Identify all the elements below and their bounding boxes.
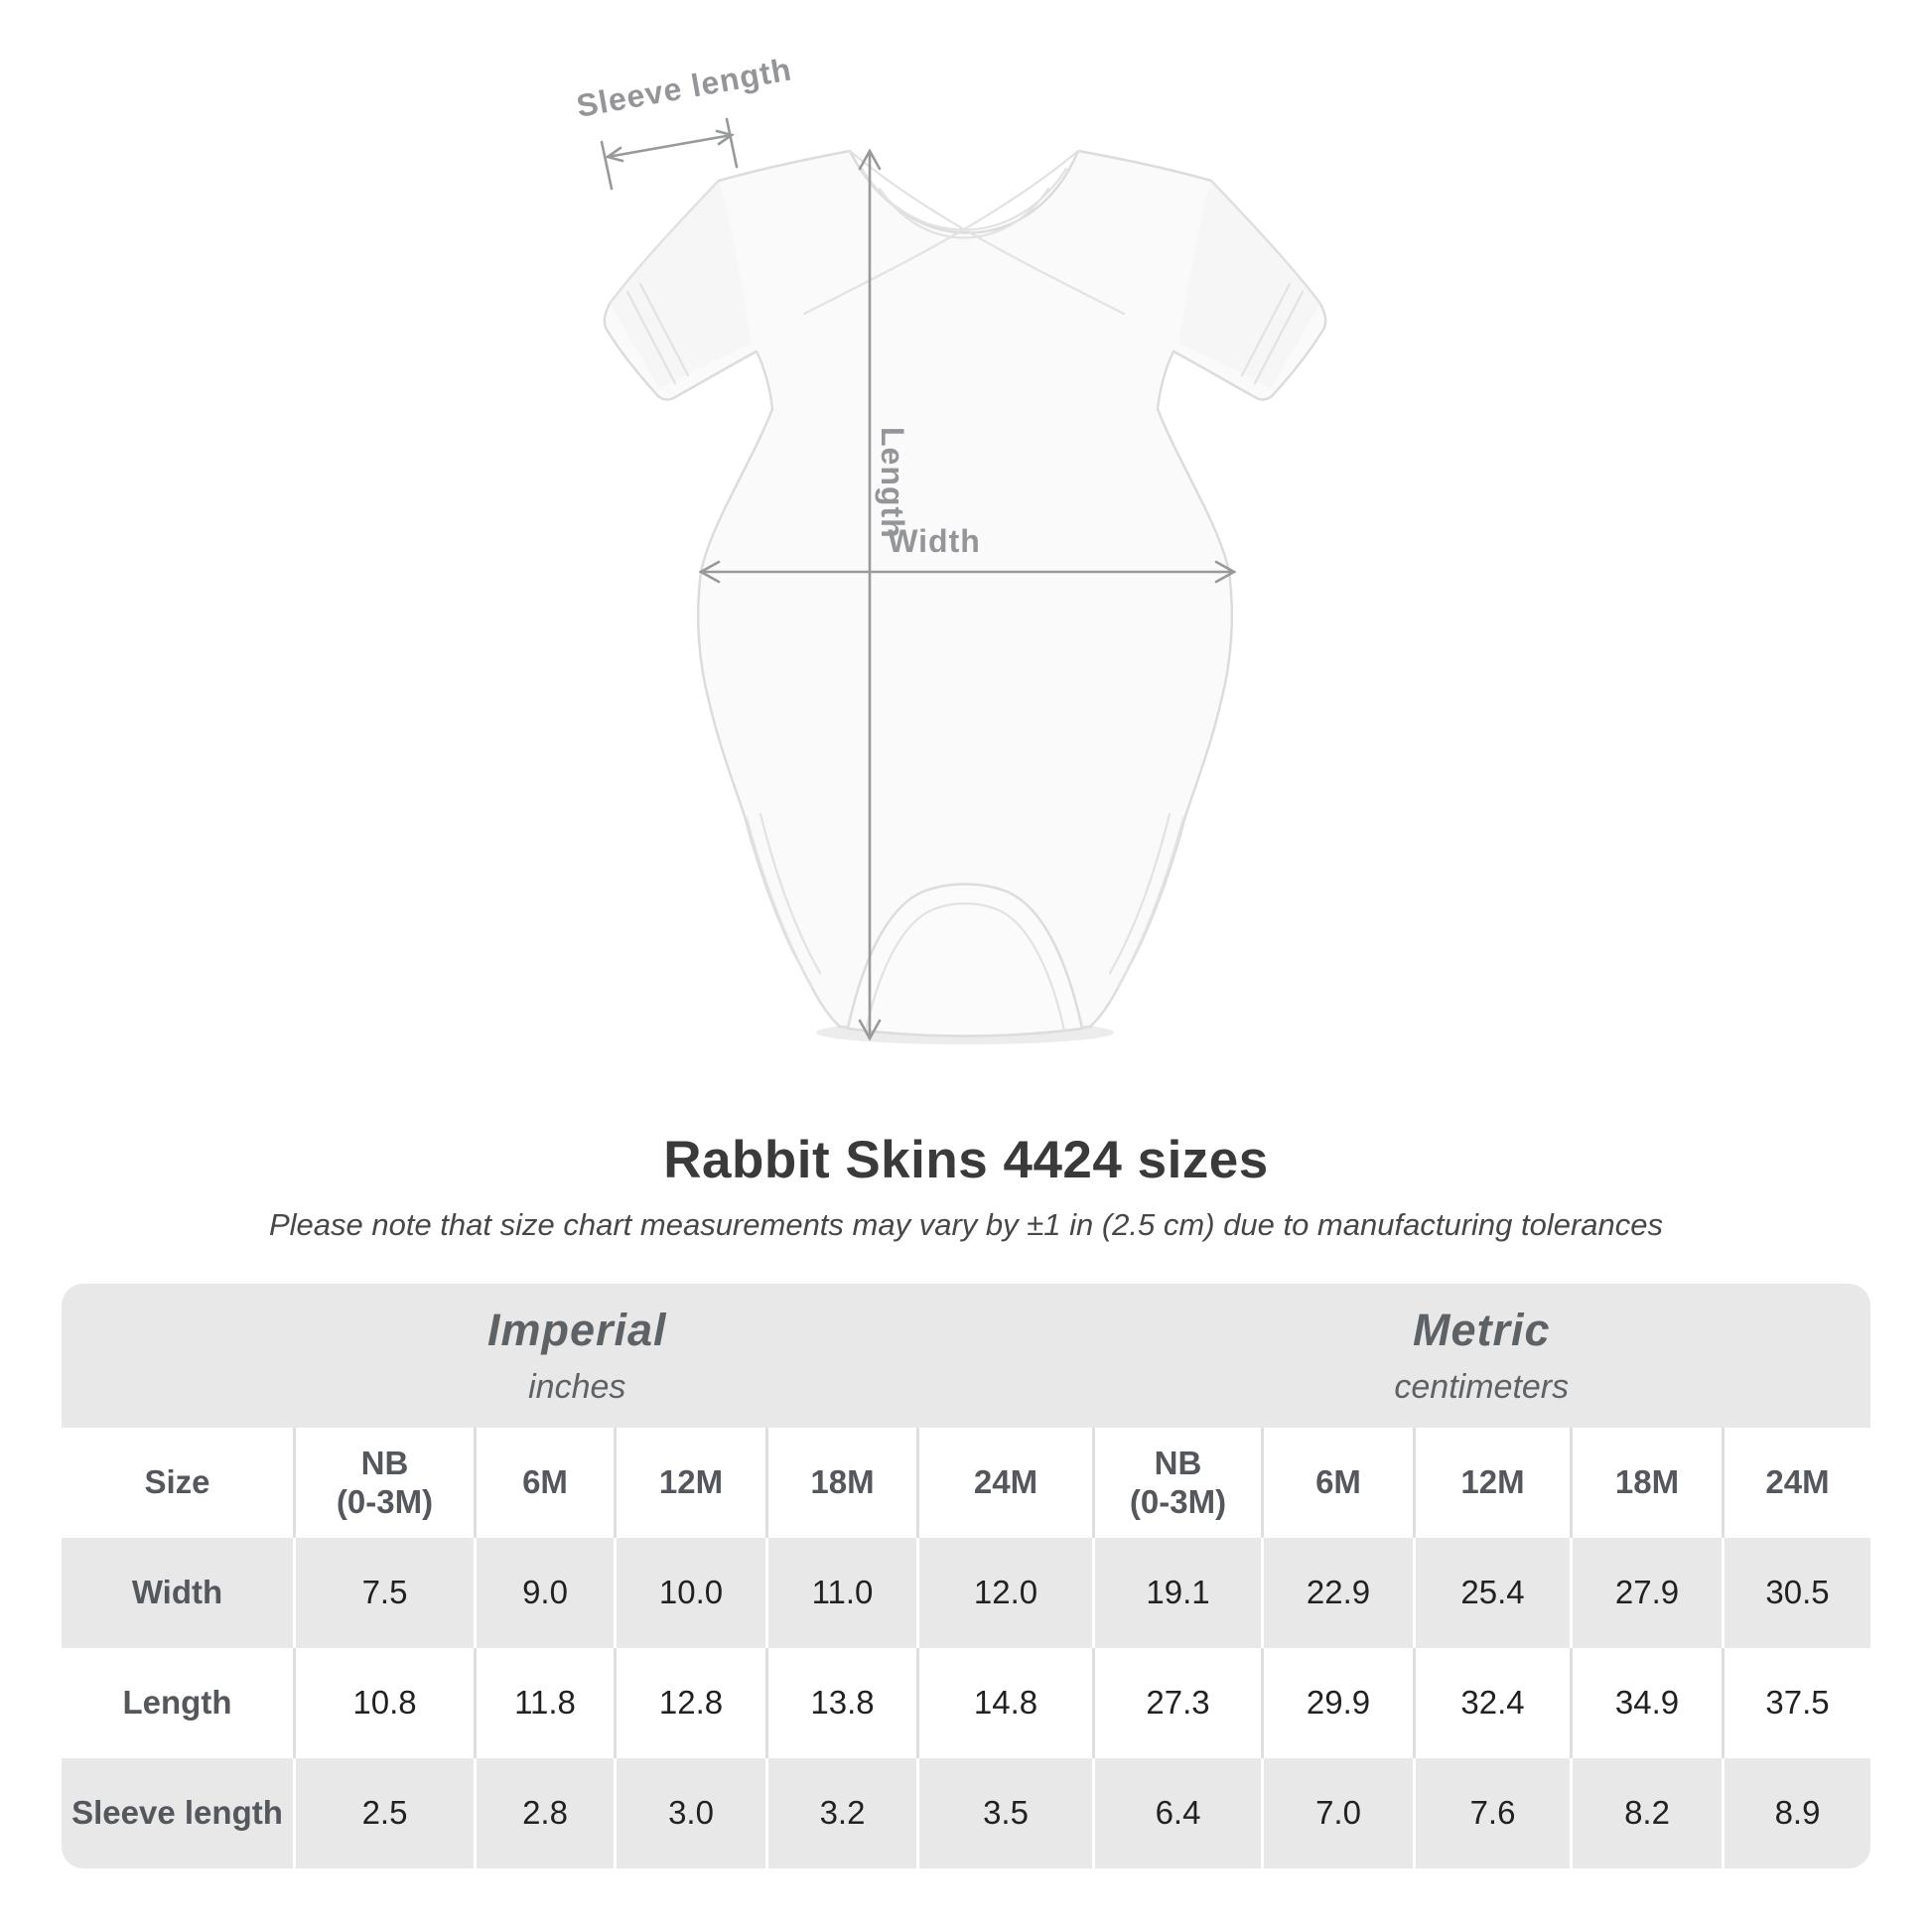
value-cell: 10.0 — [614, 1538, 765, 1648]
imperial-label: Imperial — [486, 1305, 667, 1355]
value-cell: 30.5 — [1722, 1538, 1870, 1648]
value-cell: 13.8 — [765, 1648, 916, 1758]
value-cell: 25.4 — [1413, 1538, 1570, 1648]
column-header-cell: 6M — [474, 1428, 614, 1538]
value-cell: 22.9 — [1261, 1538, 1413, 1648]
value-cell: 7.5 — [293, 1538, 474, 1648]
value-cell: 2.5 — [293, 1758, 474, 1868]
column-header-cell: 6M — [1261, 1428, 1413, 1538]
left-cuff-stitch — [625, 282, 690, 385]
length-dimension-label: Length — [875, 427, 910, 539]
value-cell: 29.9 — [1261, 1648, 1413, 1758]
size-table: Imperial inches Metric centimeters Size N… — [62, 1284, 1870, 1868]
value-cell: 11.8 — [474, 1648, 614, 1758]
column-header-cell: 24M — [916, 1428, 1092, 1538]
bodysuit-diagram: Sleeve length Length Width — [574, 51, 1327, 1044]
crotch-flap-stitch — [864, 901, 1066, 1033]
value-cell: 27.3 — [1092, 1648, 1261, 1758]
table-row: Sleeve length 2.5 2.8 3.0 3.2 3.5 6.4 7.0 7.6 8.2… — [62, 1758, 1870, 1868]
imperial-unit-header: Imperial inches — [62, 1284, 1093, 1428]
left-sleeve-shading — [610, 181, 751, 389]
metric-unit-header: Metric centimeters — [1093, 1284, 1870, 1428]
bodysuit-body — [603, 149, 1327, 1035]
column-header-cell: 12M — [1413, 1428, 1570, 1538]
column-header-cell: NB (0-3M) — [293, 1428, 474, 1538]
value-cell: 7.6 — [1413, 1758, 1570, 1868]
value-cell: 6.4 — [1092, 1758, 1261, 1868]
right-sleeve-shading — [1179, 181, 1320, 389]
value-cell: 3.0 — [614, 1758, 765, 1868]
value-cell: 19.1 — [1092, 1538, 1261, 1648]
length-arrow — [858, 148, 882, 1041]
column-header-cell: 18M — [765, 1428, 916, 1538]
value-cell: 32.4 — [1413, 1648, 1570, 1758]
value-cell: 7.0 — [1261, 1758, 1413, 1868]
column-header-cell: 24M — [1722, 1428, 1870, 1538]
sleeve-length-arrow — [600, 117, 739, 191]
column-header-cell: 12M — [614, 1428, 765, 1538]
row-label-cell: Sleeve length — [71, 1794, 283, 1832]
bodysuit-illustration — [603, 149, 1327, 1044]
table-row: Length 10.8 11.8 12.8 13.8 14.8 27.3 29.9 32.4 34… — [62, 1648, 1870, 1758]
value-cell: 37.5 — [1722, 1648, 1870, 1758]
value-cell: 12.0 — [916, 1538, 1092, 1648]
value-cell: 8.2 — [1570, 1758, 1722, 1868]
value-cell: 8.9 — [1722, 1758, 1870, 1868]
value-cell: 3.2 — [765, 1758, 916, 1868]
size-table-grid: Size NB (0-3M) 6M 12M 18M 24M NB (0-3M) 6M 12M 18… — [62, 1428, 1870, 1868]
lap-shoulder-right-seam — [802, 149, 1080, 316]
page-subtitle: Please note that size chart measurements… — [268, 1207, 1664, 1242]
value-cell: 2.8 — [474, 1758, 614, 1868]
caption-block: Rabbit Skins 4424 sizes Please note that… — [0, 1130, 1932, 1243]
table-row: Width 7.5 9.0 10.0 11.0 12.0 19.1 22.9 25.4 27.9 3… — [62, 1538, 1870, 1648]
width-arrow — [698, 560, 1237, 584]
value-cell: 34.9 — [1570, 1648, 1722, 1758]
value-cell: 12.8 — [614, 1648, 765, 1758]
size-column-header: Size — [144, 1463, 210, 1501]
column-header-cell: 18M — [1570, 1428, 1722, 1538]
left-leg-binding — [745, 812, 822, 989]
value-cell: 3.5 — [916, 1758, 1092, 1868]
lap-shoulder-left-seam — [848, 149, 1126, 316]
collar-inner-line — [878, 187, 1050, 239]
row-label-cell: Width — [131, 1574, 223, 1611]
row-label-cell: Length — [122, 1684, 232, 1722]
metric-sublabel: centimeters — [1394, 1368, 1570, 1406]
column-header-cell: NB (0-3M) — [1092, 1428, 1261, 1538]
value-cell: 11.0 — [765, 1538, 916, 1648]
right-leg-binding — [1108, 812, 1185, 989]
value-cell: 27.9 — [1570, 1538, 1722, 1648]
value-cell: 9.0 — [474, 1538, 614, 1648]
value-cell: 14.8 — [916, 1648, 1092, 1758]
right-cuff-stitch — [1240, 282, 1305, 385]
width-dimension-label: Width — [888, 523, 981, 559]
value-cell: 10.8 — [293, 1648, 474, 1758]
unit-header-band: Imperial inches Metric centimeters — [62, 1284, 1870, 1428]
page-title: Rabbit Skins 4424 sizes — [663, 1131, 1269, 1189]
crotch-flap — [846, 883, 1084, 1037]
imperial-sublabel: inches — [528, 1368, 626, 1406]
table-row: Size NB (0-3M) 6M 12M 18M 24M NB (0-3M) 6M 12M 18… — [62, 1428, 1870, 1538]
sleeve-length-dimension-label: Sleeve length — [574, 51, 794, 124]
metric-label: Metric — [1412, 1305, 1551, 1355]
